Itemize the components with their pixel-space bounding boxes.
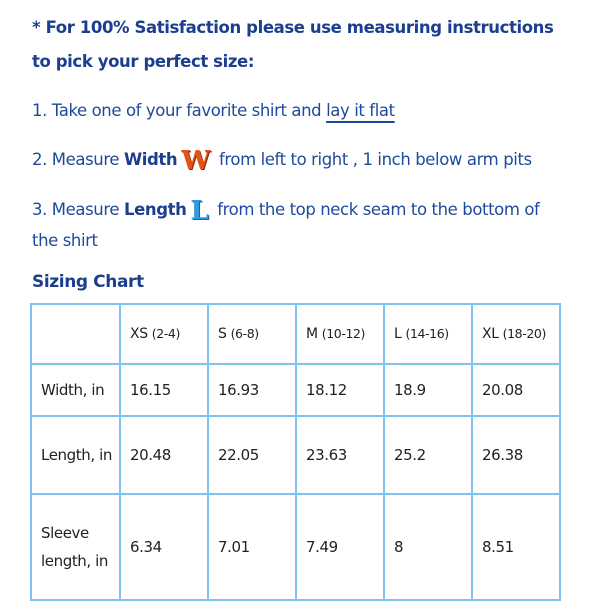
row-label: Sleeve length, in: [30, 493, 121, 601]
header-l: L (14-16): [383, 303, 473, 365]
length-label: Length: [123, 200, 187, 219]
step-2: 2. Measure Width W from left to right , 1…: [32, 146, 532, 176]
step-3-prefix: 3. Measure: [32, 200, 124, 219]
step-2-prefix: 2. Measure: [32, 150, 124, 169]
table-row-length: Length, in 20.48 22.05 23.63 25.2 26.38: [30, 415, 561, 495]
intro-line-1: * For 100% Satisfaction please use measu…: [32, 18, 554, 37]
cell: 16.93: [207, 363, 297, 417]
length-l-icon: L: [190, 196, 209, 226]
header-s: S (6-8): [207, 303, 297, 365]
cell: 20.08: [471, 363, 561, 417]
cell: 6.34: [119, 493, 209, 601]
row-label: Length, in: [30, 415, 121, 495]
width-w-icon: W: [181, 146, 211, 176]
cell: 20.48: [119, 415, 209, 495]
cell: 18.9: [383, 363, 473, 417]
cell: 8.51: [471, 493, 561, 601]
header-xs: XS (2-4): [119, 303, 209, 365]
table-row-sleeve: Sleeve length, in 6.34 7.01 7.49 8 8.51: [30, 493, 561, 601]
step-1: 1. Take one of your favorite shirt and l…: [32, 101, 395, 120]
step-1-text: 1. Take one of your favorite shirt and: [32, 101, 327, 120]
step-3-suffix: from the top neck seam to the bottom of: [212, 200, 540, 219]
cell: 22.05: [207, 415, 297, 495]
width-label: Width: [123, 150, 178, 169]
cell: 7.49: [295, 493, 385, 601]
cell: 7.01: [207, 493, 297, 601]
cell: 26.38: [471, 415, 561, 495]
header-xl: XL (18-20): [471, 303, 561, 365]
sizing-chart-title: Sizing Chart: [32, 272, 144, 292]
corner-cell: [30, 303, 121, 365]
row-label: Width, in: [30, 363, 121, 417]
header-m: M (10-12): [295, 303, 385, 365]
step-3-continued: the shirt: [32, 231, 98, 250]
intro-line-2: to pick your perfect size:: [32, 52, 255, 71]
cell: 18.12: [295, 363, 385, 417]
step-3: 3. Measure Length L from the top neck sea…: [32, 196, 540, 226]
cell: 8: [383, 493, 473, 601]
header-row: XS (2-4) S (6-8) M (10-12) L (14-16) XL …: [30, 303, 561, 365]
step-2-suffix: from left to right , 1 inch below arm pi…: [214, 150, 532, 169]
cell: 16.15: [119, 363, 209, 417]
cell: 25.2: [383, 415, 473, 495]
cell: 23.63: [295, 415, 385, 495]
sizing-table: XS (2-4) S (6-8) M (10-12) L (14-16) XL …: [30, 303, 561, 601]
table-row-width: Width, in 16.15 16.93 18.12 18.9 20.08: [30, 363, 561, 417]
lay-it-flat-link[interactable]: lay it flat: [326, 101, 395, 120]
